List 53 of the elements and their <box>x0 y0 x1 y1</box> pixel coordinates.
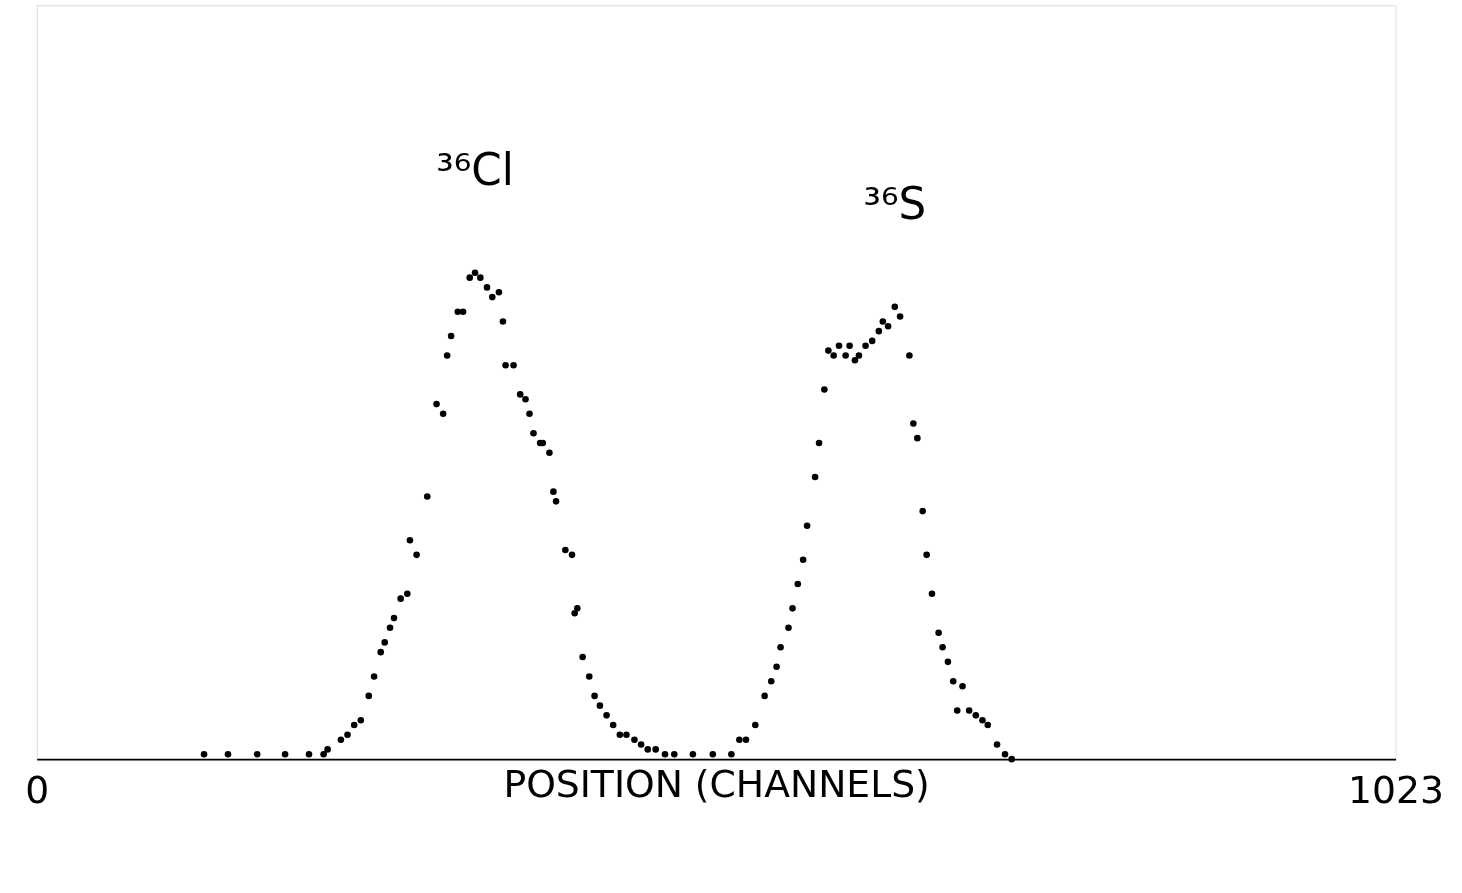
point <box>919 507 926 515</box>
point <box>767 678 775 685</box>
point <box>979 716 986 724</box>
point <box>923 551 930 559</box>
point <box>944 658 952 666</box>
point <box>928 590 936 598</box>
point <box>891 303 899 311</box>
point <box>842 352 849 359</box>
point <box>789 605 796 612</box>
point <box>896 313 904 320</box>
text: ³⁶S <box>863 177 927 229</box>
point <box>949 678 957 685</box>
point <box>736 736 743 743</box>
x-tick-label: 1023 <box>1348 768 1444 813</box>
point <box>939 643 946 651</box>
x-axis-title: POSITION (CHANNELS) <box>503 762 930 807</box>
point <box>935 629 942 636</box>
point <box>811 473 819 481</box>
point <box>875 327 883 335</box>
point <box>846 342 853 350</box>
point <box>835 342 843 350</box>
point <box>959 682 966 690</box>
point <box>993 741 1001 748</box>
point <box>825 347 832 354</box>
point <box>799 556 807 564</box>
point <box>855 352 863 359</box>
text: ³⁶Cl <box>436 143 514 195</box>
point <box>868 337 876 345</box>
point <box>803 522 811 529</box>
point <box>777 643 784 651</box>
point <box>1001 750 1009 758</box>
point <box>965 707 973 714</box>
point <box>984 721 992 729</box>
point <box>884 323 892 330</box>
point <box>910 420 917 427</box>
point <box>785 624 792 632</box>
point <box>851 357 859 364</box>
point <box>879 318 887 325</box>
point <box>794 580 802 588</box>
x-tick-label: 0 <box>25 768 50 813</box>
point <box>773 663 780 671</box>
point <box>914 434 921 442</box>
point <box>972 712 980 719</box>
point <box>830 352 837 359</box>
point <box>1008 755 1015 763</box>
point <box>742 736 750 743</box>
point <box>752 721 759 729</box>
point <box>761 692 768 700</box>
point <box>821 386 828 393</box>
point <box>953 707 961 714</box>
point <box>862 342 869 350</box>
point <box>815 439 823 447</box>
point <box>906 352 913 359</box>
